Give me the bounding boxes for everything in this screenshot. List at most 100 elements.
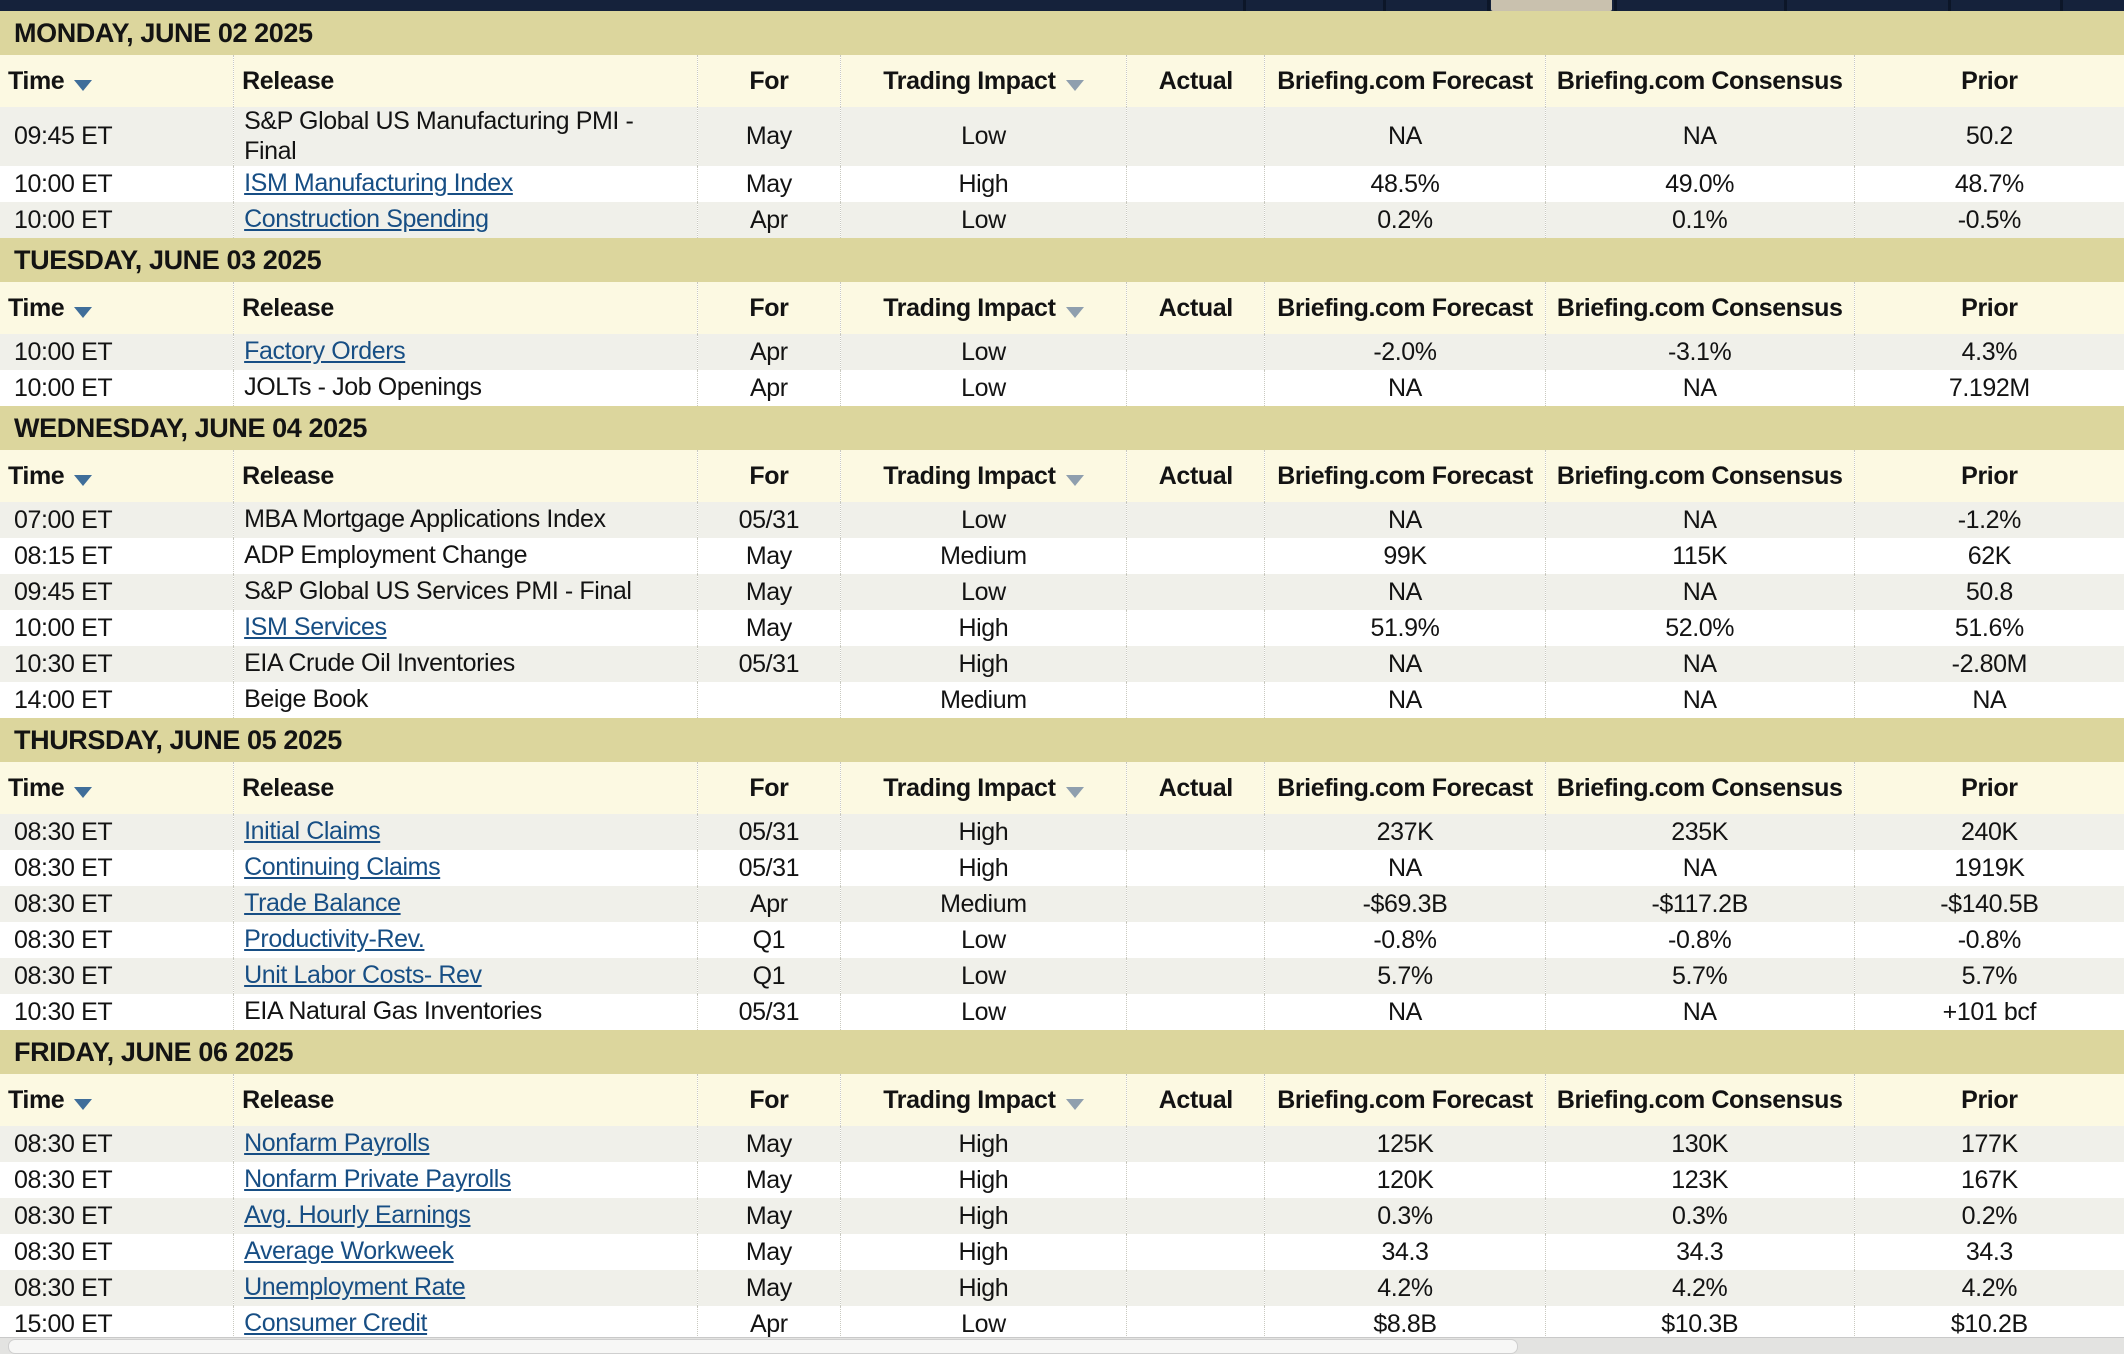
release-link[interactable]: Factory Orders <box>244 337 406 366</box>
forecast-cell: $8.8B <box>1264 1306 1546 1342</box>
prior-cell: 177K <box>1853 1126 2124 1162</box>
impact-cell: Low <box>839 958 1127 994</box>
column-header-impact[interactable]: Trading Impact <box>839 450 1127 502</box>
actual-cell <box>1126 1234 1265 1270</box>
release-link[interactable]: Consumer Credit <box>244 1309 428 1338</box>
release-cell: ISM Manufacturing Index <box>233 166 698 202</box>
horizontal-scrollbar[interactable] <box>0 1337 2124 1354</box>
time-cell: 08:30 ET <box>0 1198 234 1234</box>
column-header-impact[interactable]: Trading Impact <box>839 282 1127 334</box>
consensus-cell: 0.1% <box>1544 202 1855 238</box>
active-tab-indicator[interactable] <box>1491 0 1613 11</box>
column-header-forecast: Briefing.com Forecast <box>1264 762 1546 814</box>
actual-cell <box>1126 994 1265 1030</box>
time-cell: 10:00 ET <box>0 370 234 406</box>
release-link[interactable]: Initial Claims <box>244 817 381 846</box>
forecast-cell: 120K <box>1264 1162 1546 1198</box>
sort-arrow-impact-icon[interactable] <box>1065 79 1084 91</box>
actual-cell <box>1126 922 1265 958</box>
for-cell: May <box>697 574 841 610</box>
column-header-consensus: Briefing.com Consensus <box>1544 55 1855 107</box>
time-cell: 08:30 ET <box>0 814 234 850</box>
column-header-time[interactable]: Time <box>0 1074 234 1126</box>
column-header-impact[interactable]: Trading Impact <box>839 55 1127 107</box>
column-header-impact[interactable]: Trading Impact <box>839 762 1127 814</box>
prior-cell: 167K <box>1853 1162 2124 1198</box>
for-cell: May <box>697 166 841 202</box>
column-label-release: Release <box>242 293 334 322</box>
column-header-time[interactable]: Time <box>0 282 234 334</box>
sort-arrow-time-icon[interactable] <box>74 79 93 91</box>
release-link[interactable]: Unemployment Rate <box>244 1273 466 1302</box>
release-link[interactable]: ISM Manufacturing Index <box>244 169 513 198</box>
release-cell: Unemployment Rate <box>233 1270 698 1306</box>
column-header-consensus: Briefing.com Consensus <box>1544 282 1855 334</box>
forecast-cell: 4.2% <box>1264 1270 1546 1306</box>
prior-cell: 34.3 <box>1853 1234 2124 1270</box>
release-row: 08:30 ET Unit Labor Costs- Rev Q1 Low 5.7% 5.… <box>0 958 2124 994</box>
column-header-time[interactable]: Time <box>0 55 234 107</box>
consensus-cell: 52.0% <box>1544 610 1855 646</box>
impact-cell: Low <box>839 202 1127 238</box>
actual-cell <box>1126 538 1265 574</box>
column-label-release: Release <box>242 461 334 490</box>
column-label-for: For <box>749 1085 789 1114</box>
sort-arrow-impact-icon[interactable] <box>1065 474 1084 486</box>
prior-cell: -0.5% <box>1853 202 2124 238</box>
release-row: 10:00 ET ISM Manufacturing Index May High 48… <box>0 166 2124 202</box>
release-row: 10:30 ET EIA Crude Oil Inventories 05/31 Hi… <box>0 646 2124 682</box>
sort-arrow-time-icon[interactable] <box>74 786 93 798</box>
forecast-cell: 5.7% <box>1264 958 1546 994</box>
time-cell: 08:30 ET <box>0 958 234 994</box>
column-label-impact: Trading Impact <box>883 461 1056 490</box>
column-header-prior: Prior <box>1853 282 2124 334</box>
column-header-time[interactable]: Time <box>0 762 234 814</box>
column-header-actual: Actual <box>1126 282 1265 334</box>
impact-cell: High <box>839 1126 1127 1162</box>
column-label-time: Time <box>8 66 65 95</box>
sort-arrow-time-icon[interactable] <box>74 474 93 486</box>
actual-cell <box>1126 166 1265 202</box>
release-link[interactable]: Continuing Claims <box>244 853 441 882</box>
sort-arrow-impact-icon[interactable] <box>1065 786 1084 798</box>
column-header-time[interactable]: Time <box>0 450 234 502</box>
release-link[interactable]: Unit Labor Costs- Rev <box>244 961 482 990</box>
forecast-cell: NA <box>1264 502 1546 538</box>
scrollbar-thumb[interactable] <box>8 1339 1519 1354</box>
time-cell: 14:00 ET <box>0 682 234 718</box>
release-link[interactable]: ISM Services <box>244 613 387 642</box>
for-cell: 05/31 <box>697 994 841 1030</box>
tab-divider <box>1486 0 1490 11</box>
day-header: MONDAY, JUNE 02 2025 <box>0 11 2124 55</box>
impact-cell: Medium <box>839 886 1127 922</box>
release-link[interactable]: Nonfarm Payrolls <box>244 1129 430 1158</box>
release-link[interactable]: Construction Spending <box>244 205 489 234</box>
impact-cell: High <box>839 1162 1127 1198</box>
sort-arrow-time-icon[interactable] <box>74 306 93 318</box>
consensus-cell: -3.1% <box>1544 334 1855 370</box>
time-cell: 08:30 ET <box>0 1270 234 1306</box>
release-link[interactable]: Average Workweek <box>244 1237 454 1266</box>
release-cell: S&P Global US Manufacturing PMI - Final <box>233 107 698 166</box>
impact-cell: High <box>839 1270 1127 1306</box>
release-link[interactable]: Nonfarm Private Payrolls <box>244 1165 512 1194</box>
consensus-cell: NA <box>1544 107 1855 166</box>
sort-arrow-impact-icon[interactable] <box>1065 1098 1084 1110</box>
prior-cell: 51.6% <box>1853 610 2124 646</box>
forecast-cell: NA <box>1264 574 1546 610</box>
actual-cell <box>1126 646 1265 682</box>
column-header-actual: Actual <box>1126 762 1265 814</box>
actual-cell <box>1126 850 1265 886</box>
sort-arrow-impact-icon[interactable] <box>1065 306 1084 318</box>
release-link[interactable]: Productivity-Rev. <box>244 925 425 954</box>
consensus-cell: 49.0% <box>1544 166 1855 202</box>
consensus-cell: NA <box>1544 850 1855 886</box>
release-link[interactable]: Trade Balance <box>244 889 401 918</box>
consensus-cell: NA <box>1544 994 1855 1030</box>
consensus-cell: 5.7% <box>1544 958 1855 994</box>
tab-divider <box>1784 0 1788 11</box>
column-header-release: Release <box>233 450 698 502</box>
column-header-impact[interactable]: Trading Impact <box>839 1074 1127 1126</box>
release-link[interactable]: Avg. Hourly Earnings <box>244 1201 471 1230</box>
sort-arrow-time-icon[interactable] <box>74 1098 93 1110</box>
